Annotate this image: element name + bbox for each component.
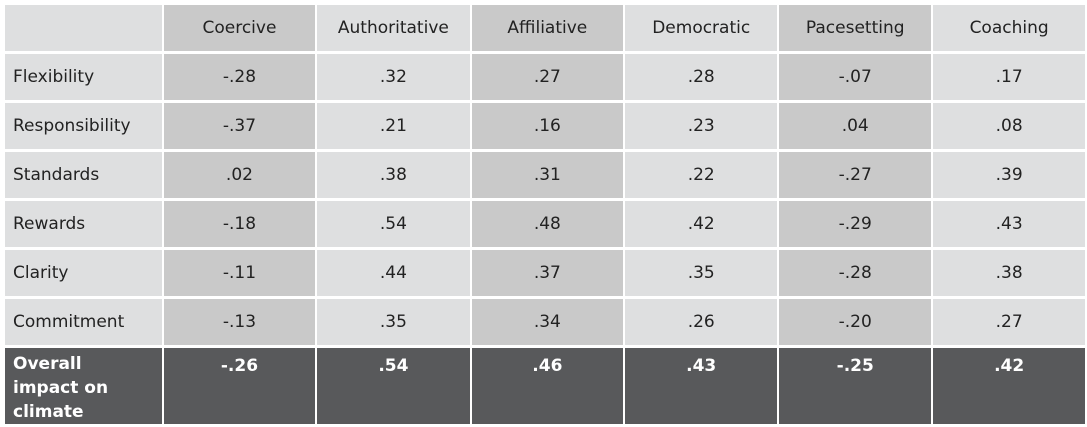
value-cell: .43 [933, 201, 1085, 247]
value-cell: .34 [471, 299, 624, 345]
column-header: Coaching [933, 5, 1085, 51]
value-cell: -.18 [163, 201, 316, 247]
column-header: Authoritative [317, 5, 470, 51]
value-cell: .27 [471, 54, 624, 100]
row-label: Responsibility [5, 103, 162, 149]
data-row: Responsibility -.37.21.16.23.04.08 [5, 103, 1085, 149]
climate-table: Coercive Authoritative Affiliative Democrat… [3, 2, 1087, 427]
value-cell: .39 [933, 152, 1085, 198]
value-cell: -.28 [779, 250, 932, 296]
value-cell: .37 [471, 250, 624, 296]
column-header: Affiliative [471, 5, 624, 51]
footer-row: Overall impact on climate -.26.54.46.43 -.… [5, 348, 1085, 424]
value-cell: -.27 [779, 152, 932, 198]
value-cell: .38 [933, 250, 1085, 296]
row-label: Commitment [5, 299, 162, 345]
value-cell: .17 [933, 54, 1085, 100]
value-cell: .16 [471, 103, 624, 149]
value-cell: .48 [471, 201, 624, 247]
footer-value: -.25 [779, 348, 932, 424]
value-cell: .02 [163, 152, 316, 198]
row-label: Standards [5, 152, 162, 198]
table-body: Coercive Authoritative Affiliative Democrat… [5, 5, 1085, 424]
value-cell: .38 [317, 152, 470, 198]
value-cell: -.29 [779, 201, 932, 247]
value-cell: .21 [317, 103, 470, 149]
value-cell: .35 [625, 250, 778, 296]
value-cell: .31 [471, 152, 624, 198]
value-cell: .23 [625, 103, 778, 149]
footer-value: .42 [933, 348, 1085, 424]
value-cell: .35 [317, 299, 470, 345]
value-cell: -.20 [779, 299, 932, 345]
value-cell: -.13 [163, 299, 316, 345]
value-cell: .32 [317, 54, 470, 100]
value-cell: -.37 [163, 103, 316, 149]
corner-cell [5, 5, 162, 51]
value-cell: .22 [625, 152, 778, 198]
footer-value: .46 [471, 348, 624, 424]
value-cell: .08 [933, 103, 1085, 149]
footer-value: .43 [625, 348, 778, 424]
value-cell: .27 [933, 299, 1085, 345]
column-header: Coercive [163, 5, 316, 51]
value-cell: -.28 [163, 54, 316, 100]
value-cell: -.11 [163, 250, 316, 296]
value-cell: .26 [625, 299, 778, 345]
value-cell: -.07 [779, 54, 932, 100]
data-row: Clarity -.11.44.37.35 -.28.38 [5, 250, 1085, 296]
row-label: Rewards [5, 201, 162, 247]
value-cell: .54 [317, 201, 470, 247]
header-row: Coercive Authoritative Affiliative Democrat… [5, 5, 1085, 51]
data-row: Standards .02.38.31.22 -.27.39 [5, 152, 1085, 198]
footer-label-text: Overall impact on climate [13, 354, 109, 422]
column-header: Democratic [625, 5, 778, 51]
page: Coercive Authoritative Affiliative Democrat… [5, 5, 1085, 424]
value-cell: .04 [779, 103, 932, 149]
row-label: Flexibility [5, 54, 162, 100]
value-cell: .44 [317, 250, 470, 296]
data-row: Rewards -.18.54.48.42 -.29.43 [5, 201, 1085, 247]
row-label: Clarity [5, 250, 162, 296]
column-header: Pacesetting [779, 5, 932, 51]
footer-value: -.26 [163, 348, 316, 424]
data-row: Commitment -.13.35.34.26 -.20.27 [5, 299, 1085, 345]
footer-label: Overall impact on climate [5, 348, 162, 424]
value-cell: .28 [625, 54, 778, 100]
data-row: Flexibility -.28.32.27.28 -.07.17 [5, 54, 1085, 100]
value-cell: .42 [625, 201, 778, 247]
footer-value: .54 [317, 348, 470, 424]
